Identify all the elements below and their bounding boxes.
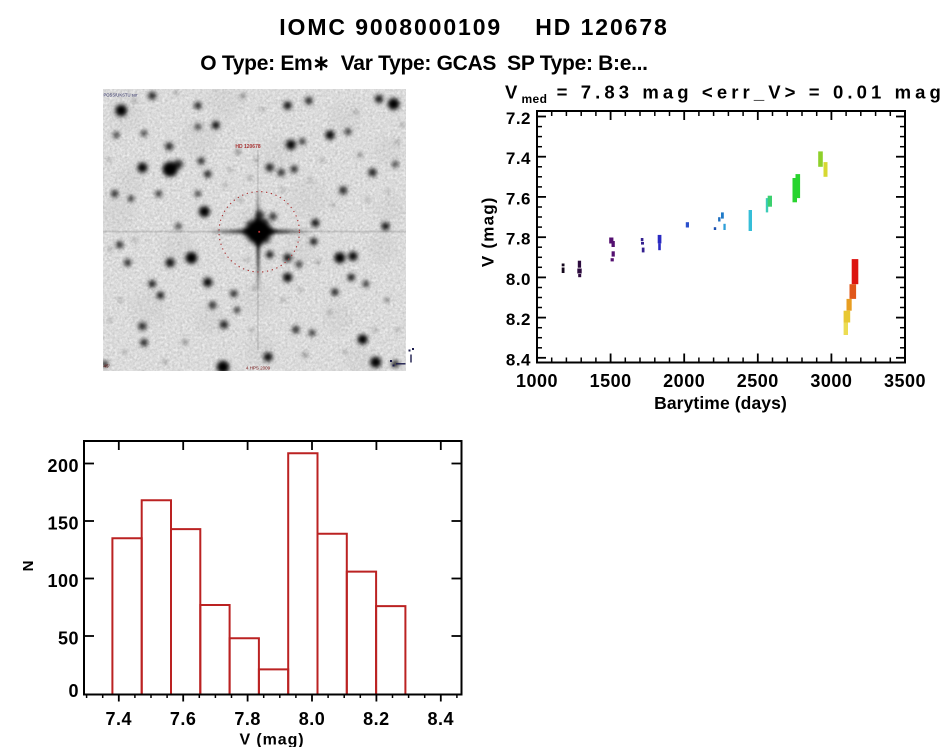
svg-text:Barytime (days): Barytime (days) — [654, 393, 787, 413]
svg-text:7.8: 7.8 — [234, 709, 261, 729]
svg-text:7.6: 7.6 — [506, 189, 531, 208]
svg-text:7.4: 7.4 — [506, 149, 531, 168]
svg-text:8.4: 8.4 — [506, 350, 531, 369]
svg-text:Vmed = 7.83 mag <err_V> = 0.01: Vmed = 7.83 mag <err_V> = 0.01 mag — [505, 82, 944, 107]
svg-text:8.0: 8.0 — [506, 270, 531, 289]
svg-text:1500: 1500 — [590, 371, 632, 391]
svg-text:8.4: 8.4 — [428, 709, 455, 729]
svg-text:HD 120678: HD 120678 — [235, 144, 261, 150]
svg-text:7.2: 7.2 — [506, 109, 531, 128]
svg-text:7.8: 7.8 — [506, 230, 531, 249]
svg-text:1000: 1000 — [516, 371, 558, 391]
svg-text:8.2: 8.2 — [363, 709, 390, 729]
svg-text:100: 100 — [47, 571, 79, 591]
svg-text:4 HPS 2009: 4 HPS 2009 — [246, 366, 271, 371]
svg-text:3500: 3500 — [884, 371, 926, 391]
svg-text:200: 200 — [47, 456, 79, 476]
svg-text:0: 0 — [68, 681, 79, 701]
svg-text:45': 45' — [104, 364, 110, 369]
svg-text:7.4: 7.4 — [106, 709, 133, 729]
svg-text:N: N — [20, 561, 37, 572]
svg-text:7.6: 7.6 — [170, 709, 197, 729]
svg-text:2500: 2500 — [737, 371, 779, 391]
svg-text:POSS/UKSTU sur: POSS/UKSTU sur — [104, 93, 139, 98]
svg-text:2000: 2000 — [663, 371, 705, 391]
svg-text:O Type: Em∗ Var Type: GCAS S: O Type: Em∗ Var Type: GCAS SP Type: B:e.… — [200, 52, 647, 75]
svg-text:8.0: 8.0 — [299, 709, 326, 729]
svg-text:V (mag): V (mag) — [479, 196, 498, 267]
svg-text:8.2: 8.2 — [506, 310, 531, 329]
svg-text:50: 50 — [58, 629, 79, 649]
svg-text:150: 150 — [47, 514, 79, 534]
svg-text:IOMC 9008000109 HD 120678: IOMC 9008000109 HD 120678 — [279, 14, 668, 40]
svg-text:V (mag): V (mag) — [240, 732, 305, 747]
svg-text:3000: 3000 — [810, 371, 852, 391]
